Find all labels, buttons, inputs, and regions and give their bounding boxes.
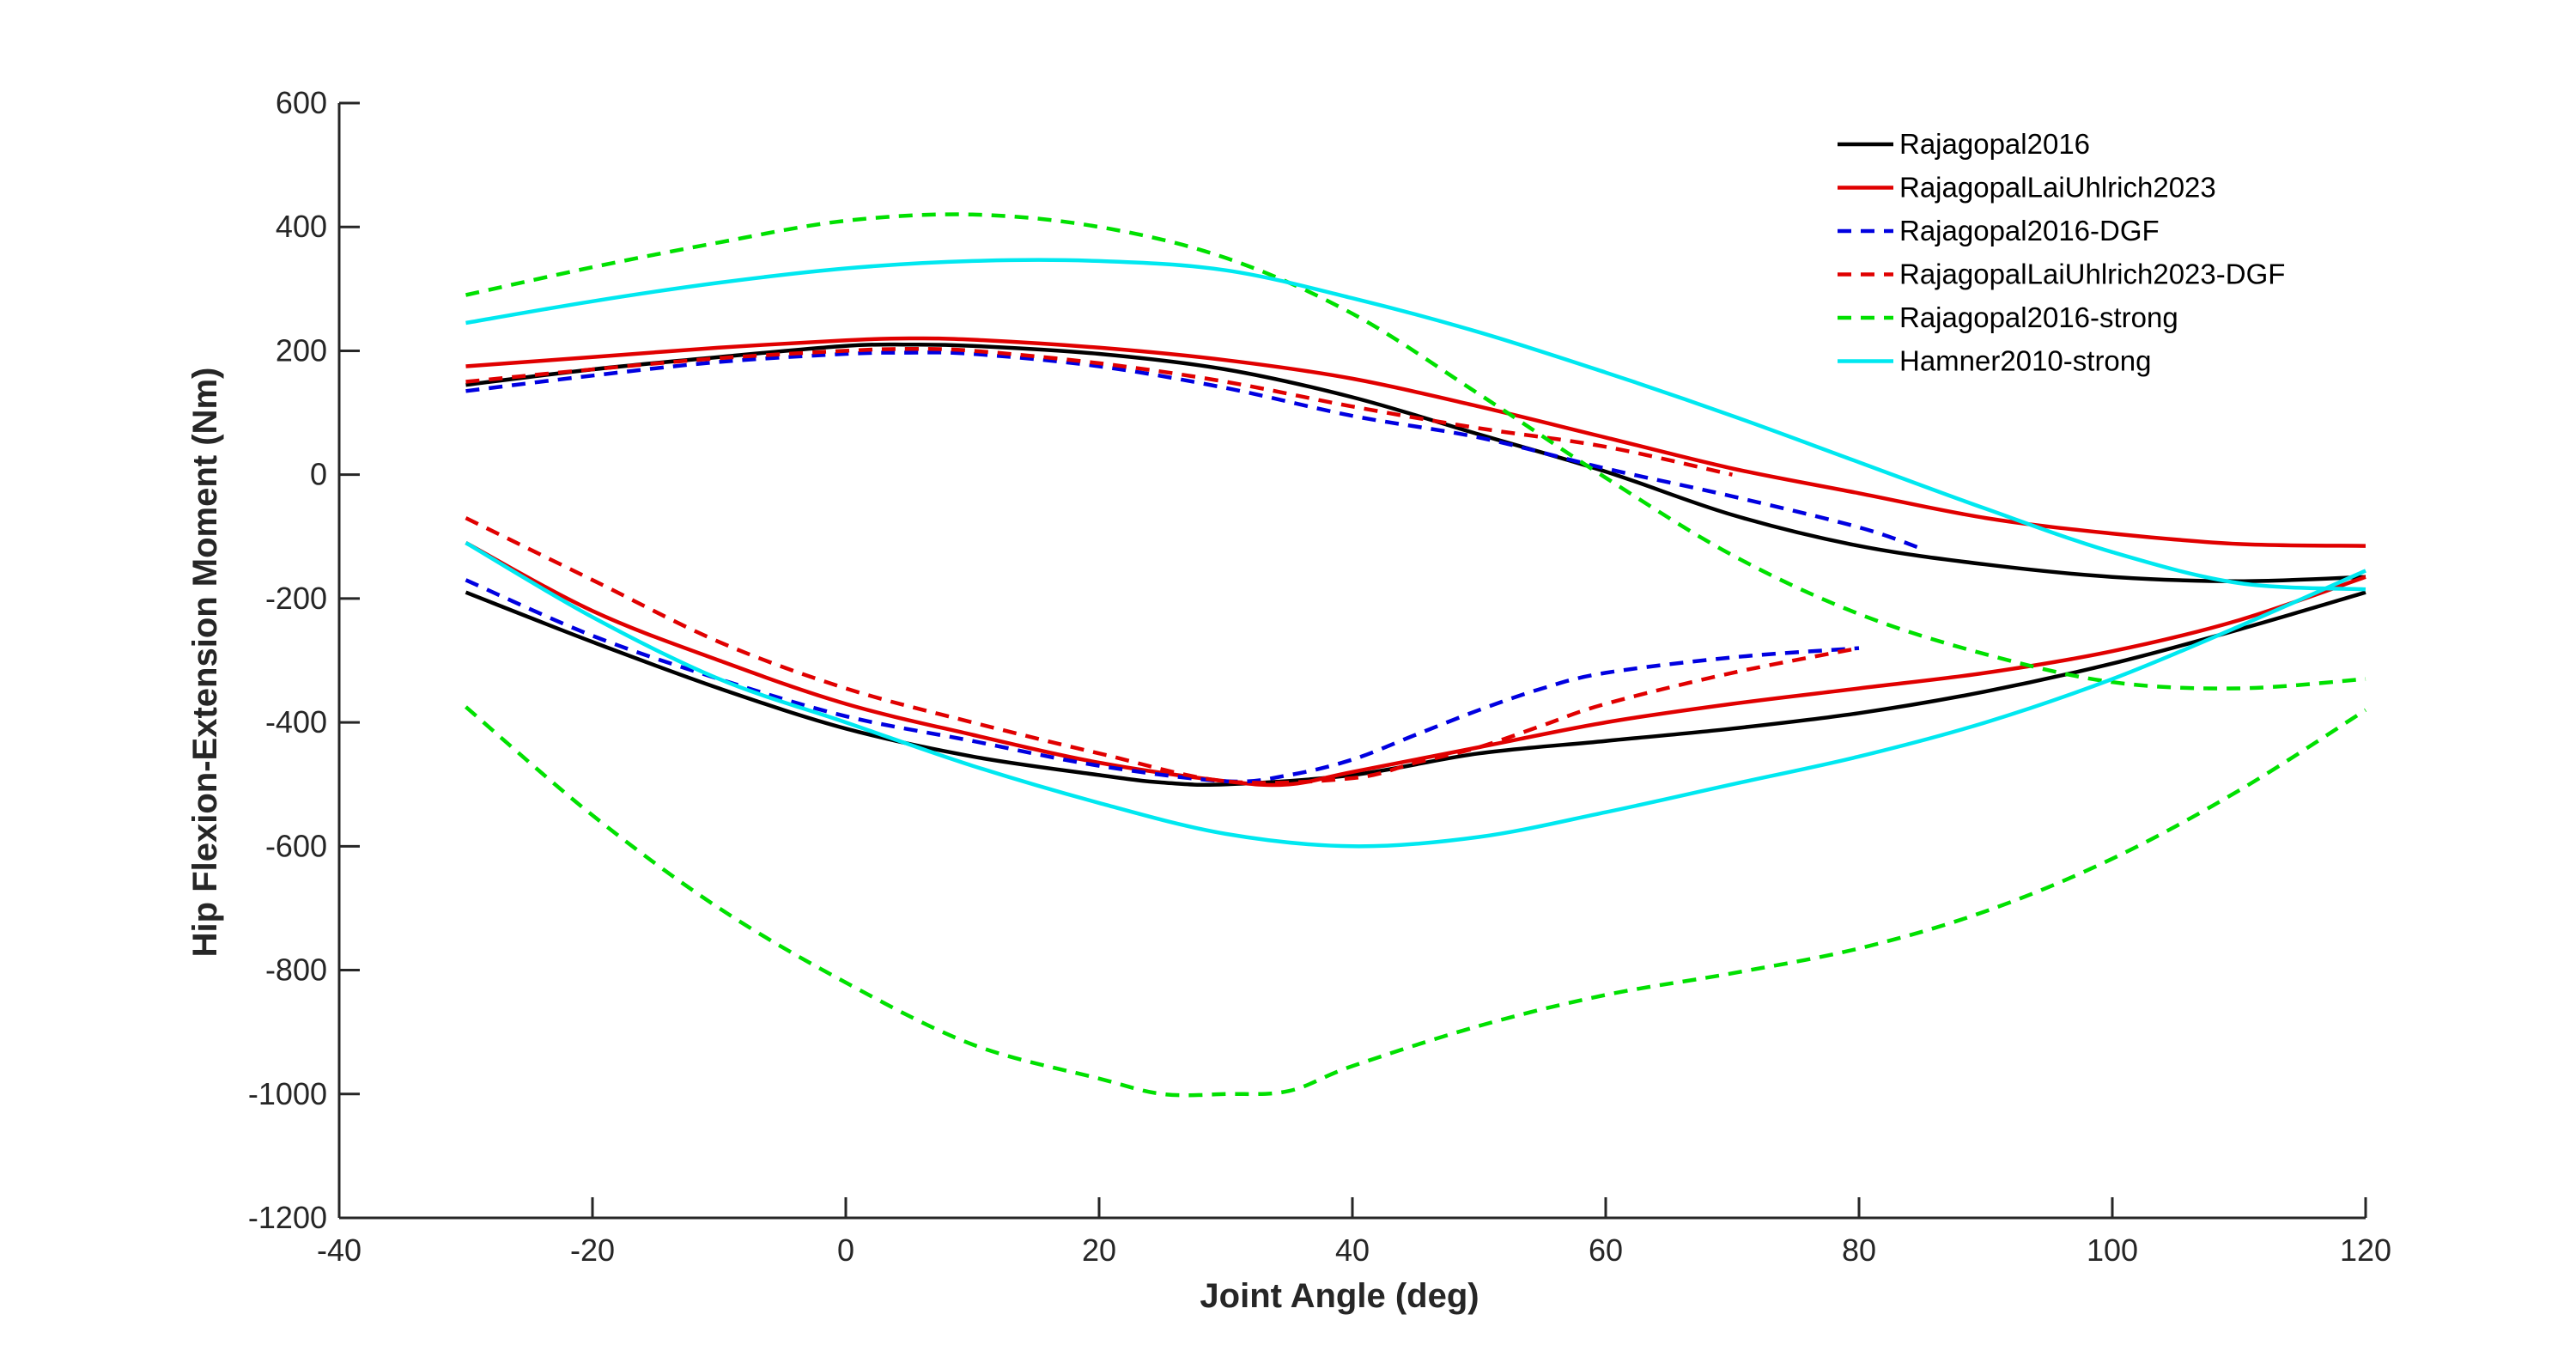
series-rajagopallaiuhlrich2023-dgf xyxy=(465,346,1860,785)
legend-item-rajagopallaiuhlrich2023-dgf: RajagopalLaiUhlrich2023-DGF xyxy=(1838,259,2285,290)
x-tick-label: -20 xyxy=(570,1232,615,1268)
legend-label: RajagopalLaiUhlrich2023-DGF xyxy=(1899,259,2285,290)
legend-label: Rajagopal2016-DGF xyxy=(1899,215,2160,246)
y-tick-label: -1200 xyxy=(248,1200,327,1235)
series-line-rajagopal2016-lower xyxy=(465,590,2366,787)
y-tick-label: -600 xyxy=(265,828,327,863)
y-tick-label: -1000 xyxy=(248,1076,327,1111)
legend-item-rajagopal2016: Rajagopal2016 xyxy=(1838,128,2090,160)
y-tick-label: 0 xyxy=(310,457,327,492)
series-layer xyxy=(465,212,2367,1098)
x-tick-label: 20 xyxy=(1082,1232,1116,1268)
legend-label: Hamner2010-strong xyxy=(1899,345,2152,377)
series-rajagopal2016-dgf xyxy=(465,350,1923,784)
legend-label: RajagopalLaiUhlrich2023 xyxy=(1899,172,2216,204)
y-tick-label: -400 xyxy=(265,704,327,739)
series-hamner2010-strong xyxy=(465,258,2366,849)
y-axis: -1200 -1000 -800 -600 -400 -200 0 200 400 600 xyxy=(248,85,360,1235)
legend-item-rajagopallaiuhlrich2023: RajagopalLaiUhlrich2023 xyxy=(1838,172,2216,204)
y-tick-label: -800 xyxy=(265,952,327,988)
y-tick-label: 200 xyxy=(276,332,327,368)
series-line-rajagopal2016-upper xyxy=(465,342,2366,583)
x-tick-label: 80 xyxy=(1842,1232,1876,1268)
legend-item-hamner2010-strong: Hamner2010-strong xyxy=(1838,345,2152,377)
legend-label: Rajagopal2016-strong xyxy=(1899,301,2178,333)
series-line-rajagopal2016-strong-upper xyxy=(465,212,2366,691)
series-rajagopal2016-strong xyxy=(465,212,2367,1098)
x-axis: -40 -20 0 20 40 60 80 100 120 xyxy=(317,1197,2391,1268)
legend-label: Rajagopal2016 xyxy=(1899,128,2090,160)
x-tick-label: 120 xyxy=(2340,1232,2391,1268)
series-line-rajagopallaiuhlrich2023-dgf-upper xyxy=(465,346,1733,477)
y-tick-label: -200 xyxy=(265,581,327,616)
y-axis-title: Hip Flexion-Extension Moment (Nm) xyxy=(186,368,224,958)
y-tick-label: 400 xyxy=(276,209,327,244)
legend-item-rajagopal2016-strong: Rajagopal2016-strong xyxy=(1838,301,2178,333)
series-line-rajagopallaiuhlrich2023-lower xyxy=(465,541,2366,788)
series-line-rajagopal2016-dgf-upper xyxy=(465,350,1923,551)
series-line-rajagopal2016-strong-lower xyxy=(465,705,2367,1098)
x-axis-title: Joint Angle (deg) xyxy=(1200,1277,1479,1315)
x-tick-label: 0 xyxy=(837,1232,854,1268)
legend-item-rajagopal2016-dgf: Rajagopal2016-DGF xyxy=(1838,215,2160,246)
x-tick-label: 60 xyxy=(1589,1232,1623,1268)
x-tick-label: 100 xyxy=(2087,1232,2138,1268)
series-line-rajagopallaiuhlrich2023-dgf-lower xyxy=(465,516,1860,785)
series-line-hamner2010-strong-upper xyxy=(465,258,2366,592)
x-tick-label: -40 xyxy=(317,1232,361,1268)
y-tick-label: 600 xyxy=(276,85,327,120)
series-line-rajagopal2016-dgf-lower xyxy=(465,578,1860,784)
legend: Rajagopal2016 RajagopalLaiUhlrich2023 Raja… xyxy=(1838,128,2285,377)
x-tick-label: 40 xyxy=(1335,1232,1370,1268)
series-rajagopal2016 xyxy=(465,342,2366,787)
series-line-hamner2010-strong-lower xyxy=(465,541,2366,849)
